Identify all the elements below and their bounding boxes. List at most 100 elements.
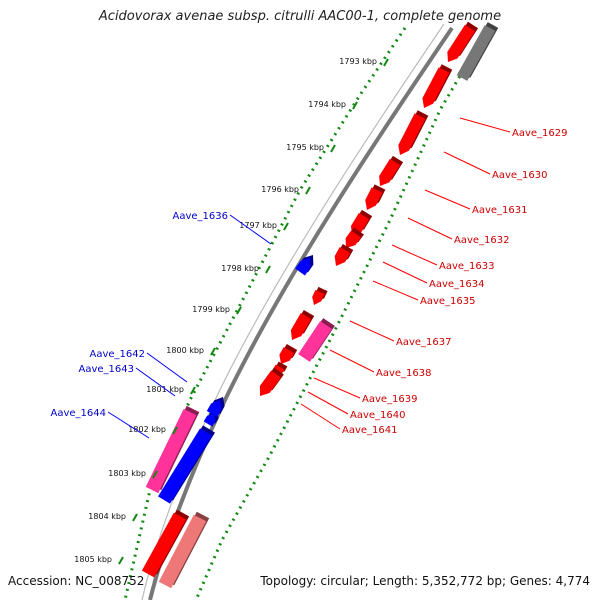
gene-aave-1645 [158, 425, 215, 504]
gene-face [158, 514, 207, 589]
gene-aave-1630 [398, 110, 429, 155]
gene-aave-1644 [145, 405, 200, 494]
gene-aave-1632 [365, 184, 386, 210]
tick-label: 1804 kbp [88, 512, 126, 521]
gene-leader-line [313, 377, 361, 399]
gene-face [259, 370, 281, 396]
gene-face [295, 258, 311, 276]
tick-dot-tracks [123, 27, 490, 600]
gene-label-right: Aave_1629 [512, 128, 568, 139]
gene-leader-line [307, 391, 349, 415]
gene-label-right: Aave_1639 [362, 394, 418, 405]
gene-label-left: Aave_1636 [173, 211, 229, 222]
genome-summary-text: Topology: circular; Length: 5,352,772 bp… [260, 574, 590, 588]
tick-mark [330, 144, 336, 153]
gene-label-right: Aave_1632 [454, 235, 510, 246]
gene-aave-1634 [345, 227, 364, 248]
gene-label-right: Aave_1641 [342, 425, 398, 436]
outer-dotted-track [194, 27, 490, 600]
tick-mark [352, 101, 358, 110]
gene-face [456, 25, 496, 81]
gene-aave-1628 [447, 21, 479, 62]
gene-aave-1643 [206, 397, 225, 417]
tick-mark [190, 386, 196, 395]
accession-text: Accession: NC_008752 [8, 574, 145, 588]
gene-leader-line [382, 261, 428, 284]
gene-leader-line [300, 403, 341, 430]
gene-leader-line [135, 367, 176, 397]
tick-mark [118, 556, 124, 565]
gene-aave-1638 [298, 318, 335, 362]
tick-mark [283, 222, 289, 231]
tick-label: 1793 kbp [339, 57, 377, 66]
tick-label: 1798 kbp [221, 264, 259, 273]
gene-aave-1629 [422, 64, 453, 108]
gene-leader-line [349, 320, 395, 342]
gene-face [158, 428, 212, 504]
tick-label: 1796 kbp [261, 185, 299, 194]
gene-face [279, 347, 295, 364]
gene-label-right: Aave_1631 [472, 205, 528, 216]
gene-leader-line [107, 411, 150, 439]
gene-labels: Aave_1629 Aave_1630 Aave_1631 Aave_1632 Aave… [51, 117, 568, 439]
backbone-inner-line [141, 23, 445, 600]
tick-label: 1802 kbp [128, 425, 166, 434]
gene-label-right: Aave_1637 [396, 337, 452, 348]
gene-label-right: Aave_1630 [492, 170, 548, 181]
gene-leader-line [459, 117, 511, 133]
gene-face [365, 187, 383, 210]
gene-face [145, 408, 197, 494]
inner-dotted-track [123, 27, 407, 600]
tick-label: 1803 kbp [108, 469, 146, 478]
tick-label: 1805 kbp [74, 555, 112, 564]
tick-label: 1799 kbp [192, 305, 230, 314]
gene-label-left: Aave_1642 [90, 349, 146, 360]
tick-mark [265, 265, 271, 274]
gene-leader-line [372, 280, 419, 301]
tick-mark [132, 513, 138, 522]
gene-face [334, 247, 351, 266]
gene-label-right: Aave_1635 [420, 296, 476, 307]
genome-title: Acidovorax avenae subsp. citrulli AAC00-… [98, 9, 502, 24]
gene-face [398, 113, 426, 155]
gene-aave-1631 [379, 155, 404, 186]
tick-mark [172, 426, 178, 435]
tick-mark [152, 470, 158, 479]
gene-face [379, 158, 401, 186]
gene-aave-1639 [290, 309, 315, 340]
gene-face [312, 289, 325, 305]
tick-mark [210, 347, 216, 356]
tick-mark [236, 306, 242, 315]
gene-label-right: Aave_1640 [350, 410, 406, 421]
tick-mark [383, 58, 389, 67]
gene-aave-1637-small [312, 286, 328, 305]
gene-aave-1641 [259, 367, 284, 396]
tick-label: 1795 kbp [286, 143, 324, 152]
gene-red-lower [141, 509, 190, 578]
gene-leader-line [146, 352, 188, 383]
genome-backbone [141, 23, 454, 600]
gene-aave-1636 [295, 255, 314, 276]
gene-label-right: Aave_1633 [439, 261, 495, 272]
gene-label-left: Aave_1643 [79, 364, 135, 375]
gene-face [206, 400, 222, 417]
tick-label: 1800 kbp [166, 346, 204, 355]
gene-leader-line [424, 189, 471, 210]
gene-leader-line [443, 151, 491, 175]
gene-leader-line [329, 349, 375, 373]
gene-face [141, 512, 187, 578]
gene-face [422, 67, 450, 108]
gene-aave-1635 [334, 244, 354, 266]
gene-pale-lower [158, 511, 210, 589]
gene-face [345, 230, 361, 248]
gene-face [290, 312, 312, 340]
gene-aave-1640 [279, 344, 298, 364]
gene-aave-1628-grey [456, 22, 499, 81]
gene-face [298, 321, 332, 362]
gene-leader-line [229, 214, 272, 245]
tick-mark [305, 186, 311, 195]
tick-marks: 1793 kbp 1794 kbp 1795 kbp 1796 kbp 1797 kbp… [74, 57, 389, 565]
gene-leader-line [391, 244, 438, 266]
